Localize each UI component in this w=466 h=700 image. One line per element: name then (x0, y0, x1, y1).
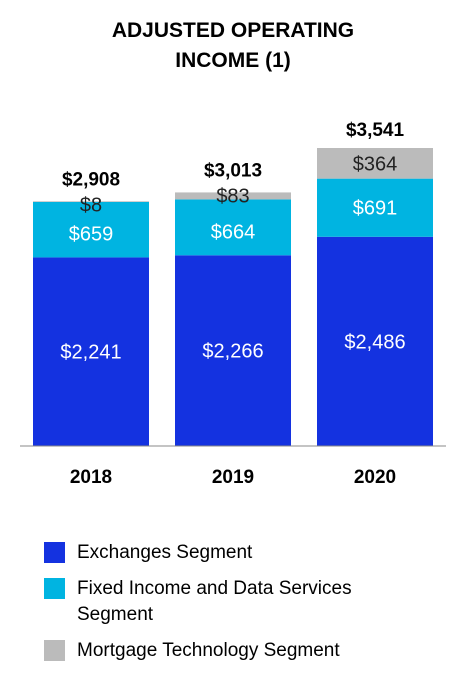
chart-title-line-2: INCOME (1) (175, 49, 291, 72)
bar-mortgage-2018 (33, 201, 149, 202)
bar-exchanges-2019 (175, 255, 291, 446)
legend-item-fixed-income: Fixed Income and Data Services Segment (44, 576, 444, 628)
stacked-bar-chart: $2,241 $659 $8 $2,908 2018 $2,266 $664 $83 $3,01… (20, 120, 446, 488)
total-label-2019: $3,013 (204, 160, 262, 181)
data-label-fixed-income-2018: $659 (69, 223, 114, 245)
total-label-2020: $3,541 (346, 120, 405, 141)
data-label-exchanges-2019: $2,266 (202, 341, 263, 363)
bar-fixed-income-2020 (317, 178, 433, 237)
legend-label-exchanges: Exchanges Segment (77, 542, 253, 563)
chart-title-line-1: ADJUSTED OPERATING (111, 19, 355, 42)
bar-exchanges-2020 (317, 236, 433, 446)
data-label-mortgage-2018: $8 (80, 194, 102, 216)
bar-mortgage-2019 (175, 192, 291, 200)
legend-item-mortgage: Mortgage Technology Segment (44, 638, 444, 664)
x-tick-label-2019: 2019 (212, 467, 254, 488)
data-label-fixed-income-2019: $664 (211, 221, 256, 243)
bar-mortgage-2020 (317, 148, 433, 179)
legend-label-mortgage: Mortgage Technology Segment (77, 640, 340, 661)
legend-swatch-mortgage (44, 640, 65, 661)
total-label-2018: $2,908 (62, 169, 120, 190)
bar-fixed-income-2018 (33, 201, 149, 258)
x-tick-label-2018: 2018 (70, 467, 112, 488)
legend-swatch-fixed-income (44, 578, 65, 599)
data-label-fixed-income-2020: $691 (353, 198, 398, 220)
legend-swatch-exchanges (44, 542, 65, 563)
legend-item-exchanges: Exchanges Segment (44, 540, 444, 566)
bar-exchanges-2018 (33, 257, 149, 446)
x-tick-label-2020: 2020 (354, 467, 396, 488)
data-label-exchanges-2020: $2,486 (344, 331, 405, 353)
chart-title: ADJUSTED OPERATING INCOME (1) (0, 16, 466, 76)
bar-fixed-income-2019 (175, 199, 291, 256)
legend-label-fixed-income: Fixed Income and Data Services Segment (77, 578, 352, 625)
data-label-exchanges-2018: $2,241 (60, 342, 121, 364)
chart-legend: Exchanges Segment Fixed Income and Data … (44, 540, 444, 674)
data-label-mortgage-2019: $83 (216, 185, 249, 207)
data-label-mortgage-2020: $364 (353, 153, 398, 175)
